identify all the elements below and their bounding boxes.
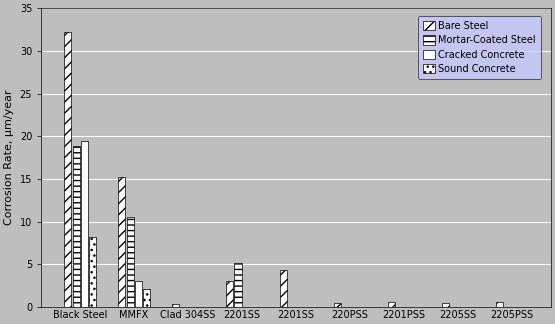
Bar (226, 281, 234, 307)
Y-axis label: Corrosion Rate, μm/year: Corrosion Rate, μm/year (4, 90, 14, 226)
Bar (89, 237, 95, 307)
Bar (442, 303, 450, 307)
Bar (388, 302, 395, 307)
Bar (334, 303, 341, 307)
Bar (143, 289, 150, 307)
Bar (127, 217, 134, 307)
Bar (135, 282, 142, 307)
Bar (73, 146, 79, 307)
Bar (118, 177, 125, 307)
Legend: Bare Steel, Mortar-Coated Steel, Cracked Concrete, Sound Concrete: Bare Steel, Mortar-Coated Steel, Cracked… (418, 16, 541, 79)
Bar (80, 141, 88, 307)
Bar (173, 304, 179, 307)
Bar (235, 263, 241, 307)
Bar (280, 270, 287, 307)
Bar (496, 302, 503, 307)
Bar (64, 32, 72, 307)
